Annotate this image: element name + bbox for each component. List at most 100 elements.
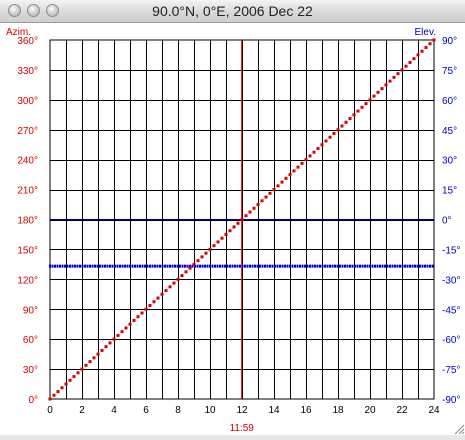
- azimuth-point: [148, 304, 152, 308]
- elevation-point: [284, 264, 286, 268]
- azimuth-point: [124, 326, 128, 330]
- azimuth-point: [328, 135, 332, 139]
- elevation-point: [429, 264, 431, 268]
- chart-area: 11:59 Azim. Elev. 0° 30° 60° 90° 120° 150° 180° 2…: [0, 23, 465, 435]
- elevation-point: [279, 264, 281, 268]
- minimize-button[interactable]: [27, 4, 40, 17]
- elevation-point: [354, 264, 356, 268]
- elevation-point: [409, 264, 411, 268]
- elevation-point: [331, 264, 334, 268]
- elevation-point: [149, 264, 151, 268]
- elevation-point: [66, 264, 69, 268]
- y-right-tick-label: -60°: [442, 335, 460, 346]
- elevation-point: [206, 264, 209, 268]
- elevation-point: [261, 264, 264, 268]
- azimuth-point: [68, 378, 72, 382]
- azimuth-point: [96, 352, 100, 356]
- elevation-point: [251, 264, 254, 268]
- elevation-point: [374, 264, 376, 268]
- azimuth-point: [260, 199, 264, 203]
- zoom-button[interactable]: [46, 4, 59, 17]
- elevation-point: [346, 264, 349, 268]
- x-tick-label: 4: [111, 405, 117, 416]
- azimuth-point: [104, 345, 108, 349]
- elevation-point: [321, 264, 324, 268]
- azimuth-point: [412, 57, 416, 61]
- y-left-tick-label: 120°: [17, 275, 38, 286]
- elevation-point: [379, 264, 381, 268]
- azimuth-point: [300, 161, 304, 165]
- x-tick-label: 6: [143, 405, 149, 416]
- elevation-point: [144, 264, 146, 268]
- elevation-point: [79, 264, 81, 268]
- y-right-tick-label: -15°: [442, 245, 460, 256]
- azimuth-point: [272, 188, 276, 192]
- azimuth-point: [396, 72, 400, 76]
- sun-position-chart: 11:59 Azim. Elev.0°30°60°90°120°150°180°2…: [6, 27, 460, 434]
- elevation-point: [319, 264, 321, 268]
- azimuth-point: [140, 311, 144, 315]
- azimuth-point: [424, 45, 428, 49]
- elevation-point: [126, 264, 129, 268]
- y-right-axis-title: Elev.: [415, 27, 437, 38]
- elevation-point: [119, 264, 121, 268]
- azimuth-point: [216, 240, 220, 244]
- azimuth-point: [244, 214, 248, 218]
- x-tick-label: 24: [428, 405, 440, 416]
- elevation-point: [139, 264, 141, 268]
- azimuth-point: [228, 229, 232, 233]
- azimuth-point: [368, 98, 372, 102]
- azimuth-point: [84, 363, 88, 367]
- elevation-point: [386, 264, 389, 268]
- axis-labels: Azim. Elev.0°30°60°90°120°150°180°210°240…: [6, 27, 460, 416]
- elevation-point: [241, 264, 244, 268]
- close-button[interactable]: [8, 4, 21, 17]
- azimuth-point: [312, 150, 316, 154]
- elevation-point: [159, 264, 161, 268]
- elevation-point: [314, 264, 316, 268]
- title-bar[interactable]: 90.0°N, 0°E, 2006 Dec 22: [0, 0, 465, 23]
- elevation-point: [389, 264, 391, 268]
- y-left-tick-label: 30°: [23, 365, 38, 376]
- elevation-point: [209, 264, 211, 268]
- azimuth-point: [296, 165, 300, 169]
- x-tick-label: 22: [396, 405, 408, 416]
- azimuth-point: [420, 49, 424, 53]
- azimuth-point: [172, 281, 176, 285]
- y-left-tick-label: 300°: [17, 96, 38, 107]
- azimuth-point: [64, 382, 68, 386]
- resize-grip-icon[interactable]: [451, 421, 465, 435]
- azimuth-point: [100, 348, 104, 352]
- elevation-point: [171, 264, 174, 268]
- azimuth-point: [184, 270, 188, 274]
- elevation-point: [226, 264, 229, 268]
- elevation-point: [329, 264, 331, 268]
- elevation-point: [299, 264, 301, 268]
- y-right-tick-label: 75°: [442, 66, 457, 77]
- azimuth-point: [48, 397, 52, 401]
- y-left-tick-label: 60°: [23, 335, 38, 346]
- azimuth-point: [264, 195, 268, 199]
- azimuth-point: [392, 75, 396, 79]
- elevation-point: [71, 264, 74, 268]
- elevation-point: [101, 264, 104, 268]
- azimuth-point: [92, 356, 96, 360]
- elevation-point: [104, 264, 106, 268]
- azimuth-point: [208, 247, 212, 251]
- azimuth-point: [288, 173, 292, 177]
- x-tick-label: 0: [47, 405, 53, 416]
- elevation-point: [289, 264, 291, 268]
- azimuth-point: [120, 330, 124, 334]
- elevation-point: [61, 264, 64, 268]
- elevation-point: [94, 264, 96, 268]
- elevation-point: [259, 264, 261, 268]
- azimuth-point: [428, 42, 432, 46]
- elevation-point: [74, 264, 76, 268]
- elevation-point: [339, 264, 341, 268]
- azimuth-point: [132, 318, 136, 322]
- azimuth-point: [188, 266, 192, 270]
- azimuth-point: [152, 300, 156, 304]
- azimuth-point: [416, 53, 420, 57]
- azimuth-point: [108, 341, 112, 345]
- elevation-point: [224, 264, 226, 268]
